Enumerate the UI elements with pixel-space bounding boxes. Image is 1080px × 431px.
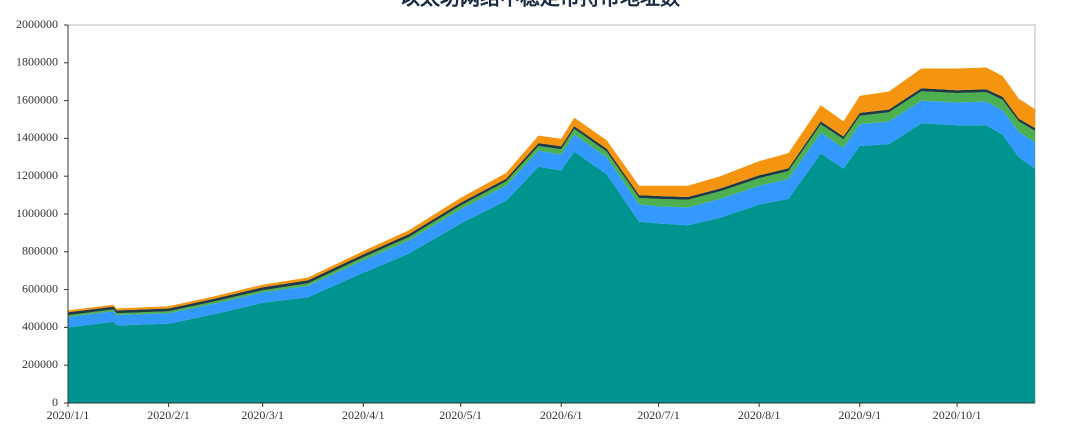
- chart-title: 以太坊网络中稳定币持币地址数: [400, 0, 681, 10]
- y-tick-label: 400000: [22, 319, 58, 333]
- x-tick-label: 2020/3/1: [241, 408, 284, 422]
- y-tick-label: 1200000: [16, 168, 58, 182]
- y-tick-label: 1600000: [16, 92, 58, 106]
- x-tick-label: 2020/1/1: [47, 408, 90, 422]
- x-tick-label: 2020/6/1: [540, 408, 583, 422]
- y-tick-label: 2000000: [16, 17, 58, 31]
- y-tick-label: 600000: [22, 281, 58, 295]
- x-tick-label: 2020/2/1: [147, 408, 190, 422]
- area: [68, 123, 1035, 404]
- x-tick-label: 2020/8/1: [738, 408, 781, 422]
- x-tick-label: 2020/5/1: [439, 408, 482, 422]
- y-tick-label: 1000000: [16, 206, 58, 220]
- x-tick-label: 2020/10/1: [933, 408, 982, 422]
- x-tick-label: 2020/9/1: [838, 408, 881, 422]
- y-tick-label: 1800000: [16, 55, 58, 69]
- y-tick-label: 800000: [22, 244, 58, 258]
- area: [68, 100, 1035, 328]
- x-tick-label: 2020/4/1: [342, 408, 385, 422]
- y-tick-label: 0: [52, 395, 58, 409]
- y-tick-label: 200000: [22, 357, 58, 371]
- x-tick-label: 2020/7/1: [637, 408, 680, 422]
- y-tick-label: 1400000: [16, 130, 58, 144]
